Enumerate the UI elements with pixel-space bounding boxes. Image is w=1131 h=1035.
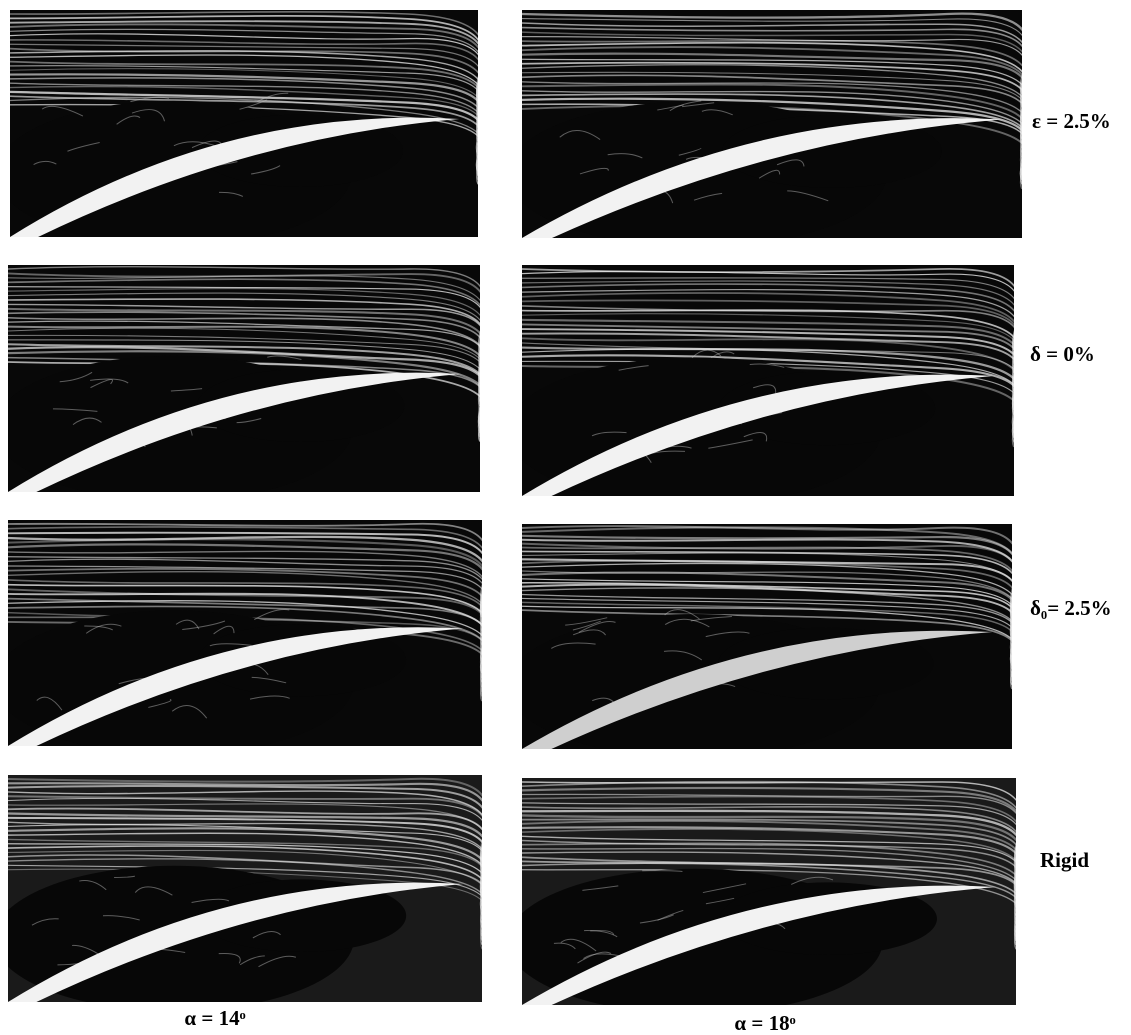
flow-image bbox=[0, 265, 485, 501]
flow-image bbox=[507, 524, 1017, 758]
row-label: δ₀= 2.5% bbox=[1030, 596, 1112, 620]
page: ε = 2.5% δ = 0% δ₀= 2.5% Rigid α = 14ᵒ α = 18… bbox=[0, 0, 1131, 1035]
column-label: α = 14ᵒ bbox=[184, 1006, 245, 1030]
flow-image bbox=[507, 10, 1028, 247]
column-label: α = 18ᵒ bbox=[734, 1011, 795, 1035]
row-label: ε = 2.5% bbox=[1032, 109, 1111, 133]
flow-image bbox=[0, 10, 483, 246]
figure: ε = 2.5% δ = 0% δ₀= 2.5% Rigid α = 14ᵒ α = 18… bbox=[0, 0, 1131, 1035]
flow-image bbox=[507, 265, 1019, 505]
flow-image bbox=[0, 775, 488, 1011]
flow-image bbox=[507, 778, 1022, 1014]
flow-image bbox=[0, 520, 488, 755]
row-label: δ = 0% bbox=[1030, 342, 1095, 366]
row-label: Rigid bbox=[1040, 848, 1089, 872]
